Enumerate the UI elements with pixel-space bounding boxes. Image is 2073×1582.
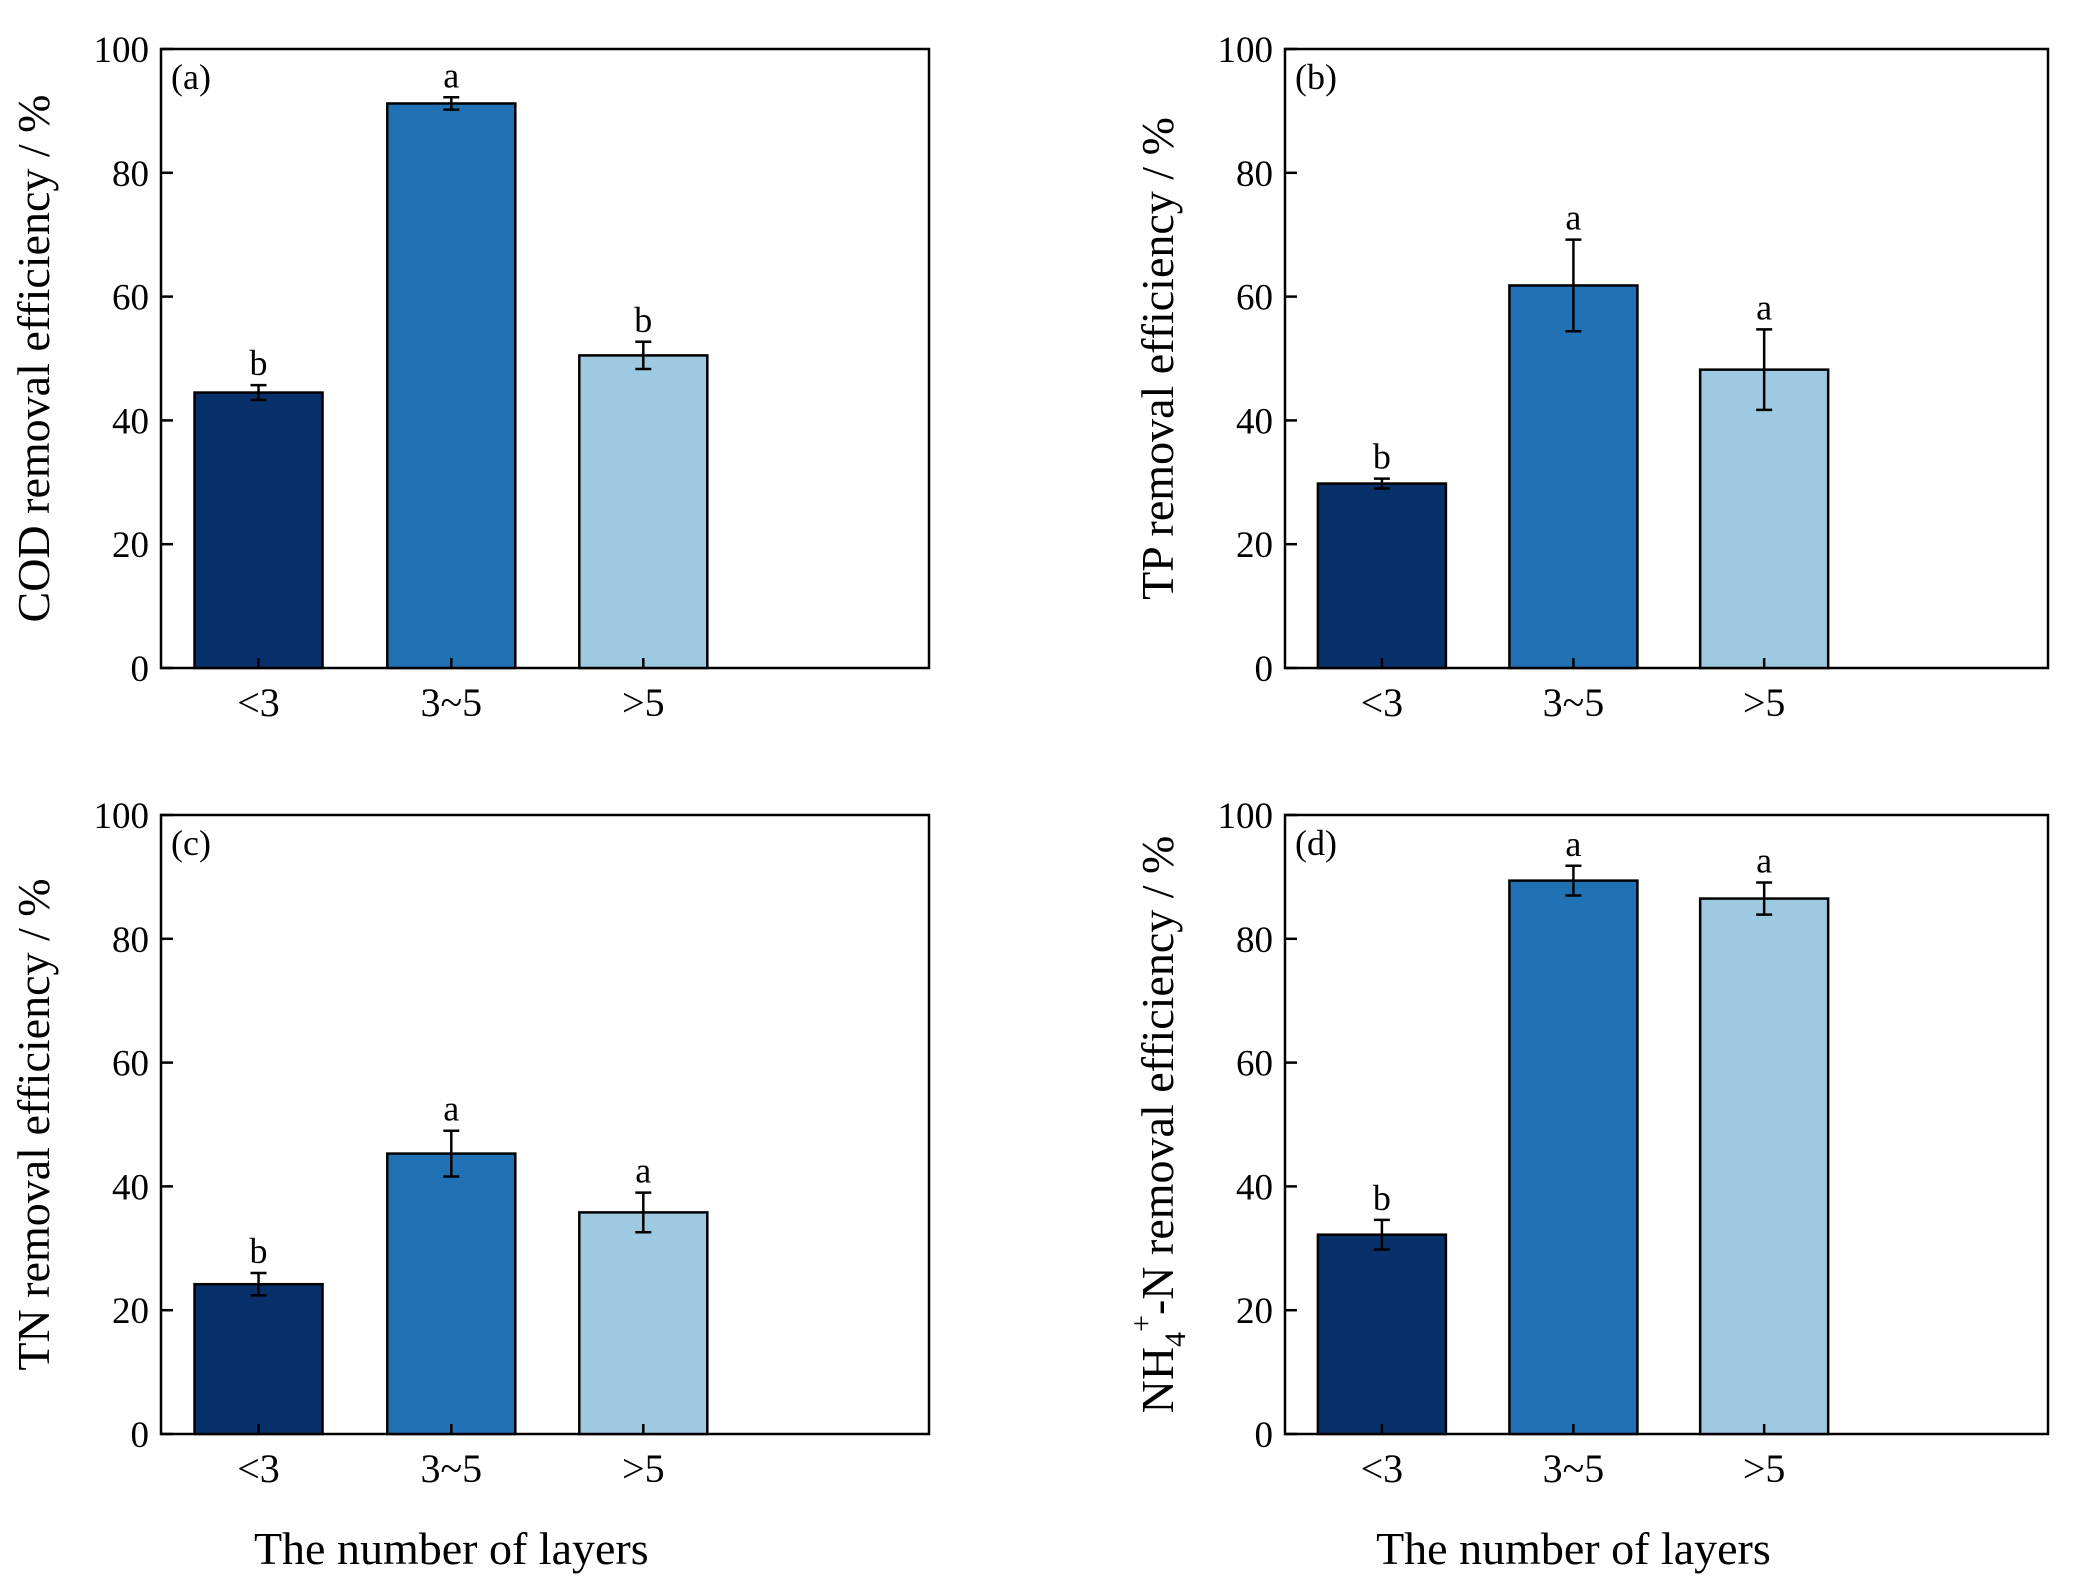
significance-label: a	[1565, 198, 1581, 238]
y-tick-label: 40	[112, 1167, 149, 1208]
y-tick-label: 100	[94, 30, 150, 71]
y-tick-label: 60	[1236, 1044, 1273, 1085]
chart-panel-a: 0 20 40 60 80 100 b <3 a 3~5 b >5 (a) COD removal eff…	[8, 30, 931, 725]
bar-3	[1698, 368, 1830, 670]
x-category-label: 3~5	[420, 1446, 482, 1491]
y-tick-label: 60	[1236, 278, 1273, 319]
bar-3	[578, 354, 709, 670]
y-tick-label: 40	[1236, 1167, 1273, 1208]
significance-label: b	[1373, 1178, 1391, 1218]
bar-2	[386, 102, 517, 670]
y-tick-label: 80	[112, 920, 149, 961]
panel-label: (a)	[171, 57, 211, 97]
y-tick-label: 100	[1218, 796, 1274, 837]
y-tick-label: 0	[131, 649, 150, 690]
significance-label: b	[634, 300, 652, 340]
y-tick-label: 40	[1236, 401, 1273, 442]
y-tick-label: 20	[112, 1291, 149, 1332]
bar-1	[193, 1282, 324, 1436]
x-category-label: 3~5	[1543, 1446, 1605, 1491]
plot-frame	[1283, 47, 2050, 670]
significance-label: a	[443, 1089, 459, 1129]
x-category-label: <3	[237, 680, 280, 725]
y-axis-label: NH4+-N removal efficiency / %	[1125, 836, 1192, 1414]
x-category-label: >5	[622, 1446, 665, 1491]
plot-frame	[159, 47, 931, 670]
y-axis-label: COD removal efficiency / %	[8, 95, 59, 623]
y-tick-label: 0	[131, 1415, 150, 1456]
y-tick-label: 100	[1218, 30, 1274, 71]
y-tick-label: 20	[1236, 1291, 1273, 1332]
y-tick-label: 80	[112, 154, 149, 195]
panel-label: (b)	[1295, 57, 1337, 97]
significance-label: a	[443, 55, 459, 95]
y-tick-label: 80	[1236, 154, 1273, 195]
significance-label: b	[1373, 437, 1391, 477]
chart-panel-c: 0 20 40 60 80 100 b <3 a 3~5 a >5 (c) TN removal effi…	[8, 796, 931, 1574]
x-axis-label: The number of layers	[1376, 1523, 1771, 1574]
y-tick-label: 40	[112, 401, 149, 442]
x-category-label: 3~5	[420, 680, 482, 725]
significance-label: b	[250, 1231, 268, 1271]
y-axis-label: TN removal efficiency / %	[8, 878, 59, 1370]
y-tick-label: 0	[1255, 1415, 1274, 1456]
bar-2	[1508, 284, 1639, 670]
y-tick-label: 60	[112, 1044, 149, 1085]
chart-panel-b: 0 20 40 60 80 100 b <3 a 3~5 a >5 (b) TP removal effi…	[1132, 30, 2050, 725]
panel-label: (d)	[1295, 823, 1337, 863]
bar-3	[578, 1211, 709, 1436]
y-axis-label-superscript: +	[1125, 1315, 1158, 1332]
significance-label: a	[1756, 840, 1772, 880]
y-tick-label: 0	[1255, 649, 1274, 690]
bar-3	[1698, 897, 1830, 1436]
y-axis-label: TP removal efficiency / %	[1132, 117, 1183, 600]
y-axis-label-part: -N removal efficiency / %	[1132, 836, 1183, 1315]
x-category-label: >5	[1743, 1446, 1786, 1491]
plot-frame	[1283, 813, 2050, 1436]
bar-1	[1316, 482, 1448, 670]
x-category-label: <3	[237, 1446, 280, 1491]
panel-label: (c)	[171, 823, 211, 863]
x-category-label: <3	[1361, 1446, 1404, 1491]
x-category-label: >5	[622, 680, 665, 725]
y-tick-label: 20	[1236, 525, 1273, 566]
significance-label: a	[1756, 287, 1772, 327]
x-category-label: <3	[1361, 680, 1404, 725]
bar-2	[386, 1152, 517, 1436]
x-category-label: 3~5	[1543, 680, 1605, 725]
bar-1	[193, 391, 324, 670]
y-tick-label: 20	[112, 525, 149, 566]
significance-label: a	[635, 1151, 651, 1191]
significance-label: b	[250, 343, 268, 383]
x-axis-label: The number of layers	[254, 1523, 649, 1574]
y-tick-label: 100	[94, 796, 150, 837]
bar-2	[1508, 879, 1639, 1436]
y-axis-label-subscript: 4	[1159, 1332, 1192, 1347]
chart-panel-d: 0 20 40 60 80 100 b <3 a 3~5 a >5 (d) NH4+-N removal …	[1125, 796, 2050, 1574]
y-axis-label-part: NH	[1132, 1347, 1183, 1413]
bar-1	[1316, 1233, 1448, 1436]
plot-frame	[159, 813, 931, 1436]
significance-label: a	[1565, 824, 1581, 864]
x-category-label: >5	[1743, 680, 1786, 725]
y-tick-label: 80	[1236, 920, 1273, 961]
y-tick-label: 60	[112, 278, 149, 319]
